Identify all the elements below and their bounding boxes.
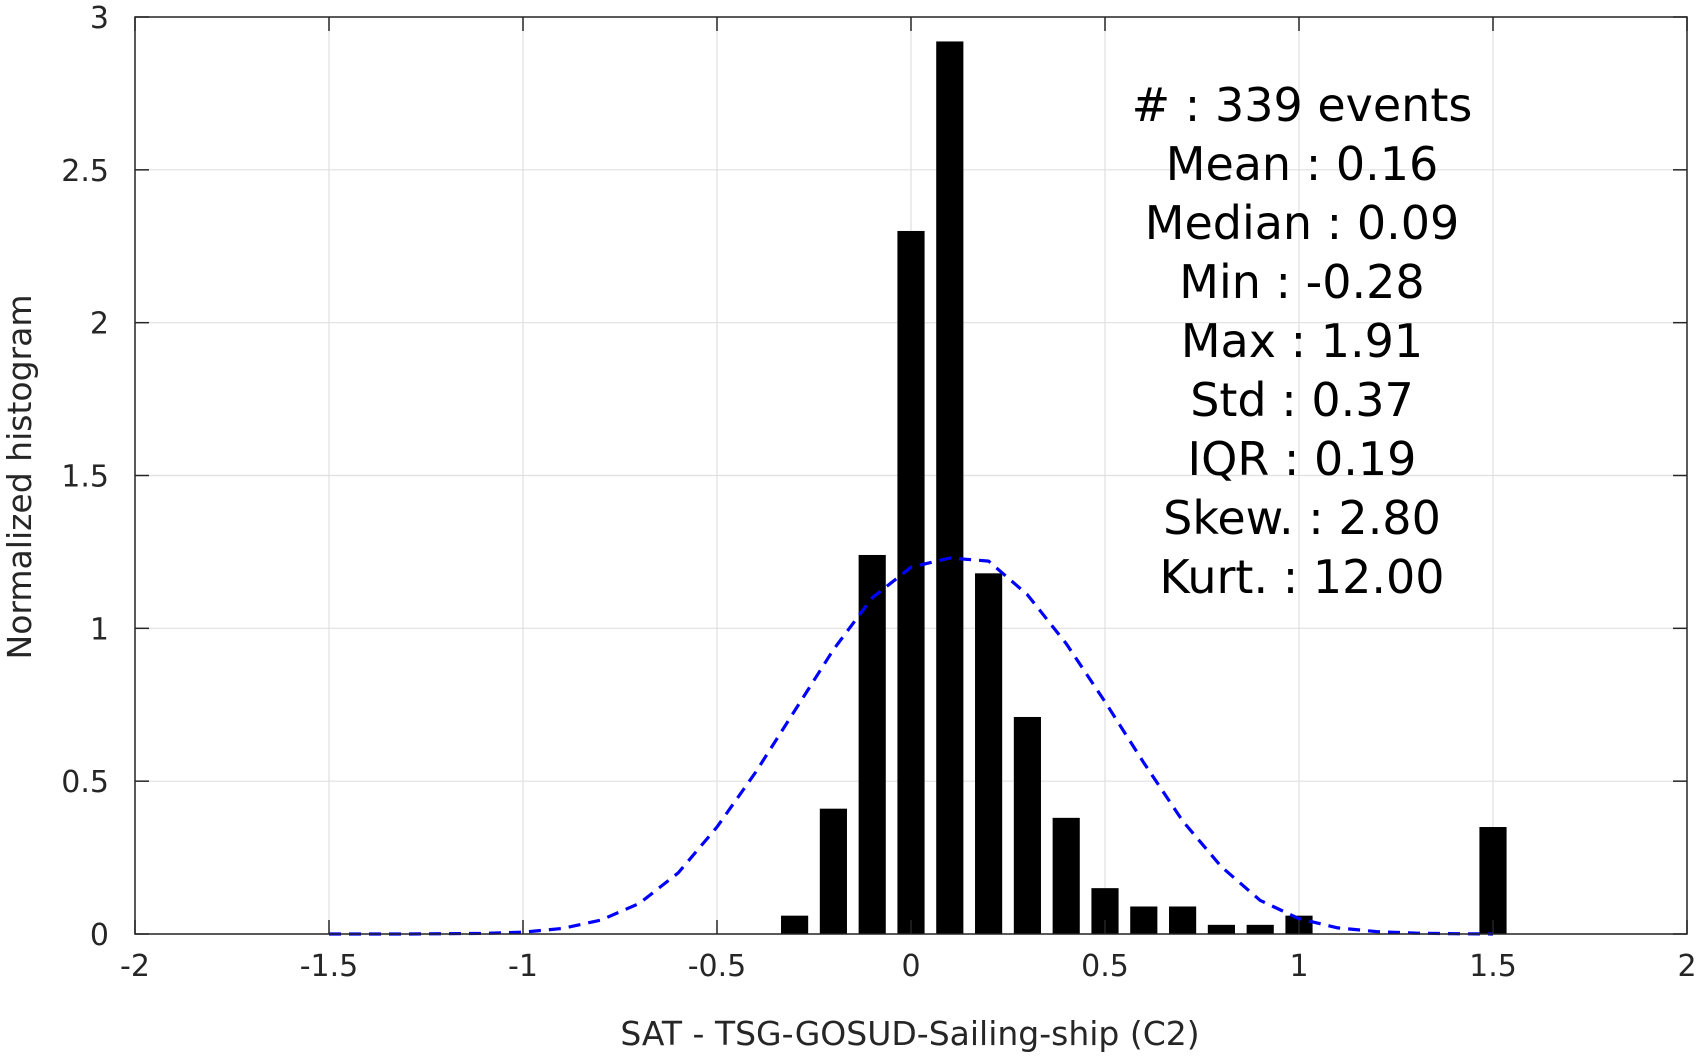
stat-line: Max : 1.91 xyxy=(1181,314,1423,368)
stat-line: Std : 0.37 xyxy=(1190,373,1414,427)
stat-label: # : xyxy=(1132,78,1215,132)
stat-label: Min : xyxy=(1179,255,1305,309)
stat-value: 2.80 xyxy=(1338,491,1440,545)
x-tick-label: 1 xyxy=(1289,949,1308,984)
histogram-bar xyxy=(897,230,925,934)
stat-label: Kurt. : xyxy=(1159,550,1312,604)
x-tick-label: 2 xyxy=(1677,949,1696,984)
stat-value: 1.91 xyxy=(1321,314,1423,368)
stat-label: Max : xyxy=(1181,314,1321,368)
stat-line: Kurt. : 12.00 xyxy=(1159,550,1444,604)
stat-label: Median : xyxy=(1145,196,1357,250)
labels-layer: SAT - TSG-GOSUD-Sailing-ship (C2) Normal… xyxy=(0,295,1200,1053)
x-axis-label: SAT - TSG-GOSUD-Sailing-ship (C2) xyxy=(620,1014,1199,1053)
x-tick-label: -0.5 xyxy=(688,949,747,984)
stat-line: Mean : 0.16 xyxy=(1166,137,1439,191)
y-tick-label: 2 xyxy=(90,307,109,342)
histogram-bar xyxy=(858,554,886,934)
y-tick-label: 2.5 xyxy=(61,154,109,189)
histogram-bar xyxy=(1479,827,1507,934)
y-tick-label: 3 xyxy=(90,1,109,36)
histogram-bar xyxy=(1013,716,1041,934)
stat-line: IQR : 0.19 xyxy=(1188,432,1417,486)
stat-value: 0.09 xyxy=(1357,196,1459,250)
normal-fit-curve xyxy=(329,556,1494,936)
histogram-bar xyxy=(1246,924,1274,934)
y-tick-label: 1 xyxy=(90,612,109,647)
stat-label: IQR : xyxy=(1188,432,1314,486)
stat-value: 0.19 xyxy=(1314,432,1416,486)
stat-value: -0.28 xyxy=(1306,255,1425,309)
stat-value: 12.00 xyxy=(1313,550,1445,604)
ticks-layer: -2 -1.5 -1 -0.5 0 0.5 1 1.5 2 0 0.5 1 1.5 2 2.5 3 xyxy=(61,1,1696,984)
x-tick-label: -1.5 xyxy=(300,949,359,984)
x-tick-label: 0 xyxy=(901,949,920,984)
y-tick-label: 1.5 xyxy=(61,460,109,495)
histogram-bar xyxy=(781,915,809,934)
histogram-bar xyxy=(1130,906,1158,934)
stat-value: 0.37 xyxy=(1311,373,1413,427)
bars-layer xyxy=(781,41,1507,935)
y-axis-label: Normalized histogram xyxy=(0,295,39,660)
stat-label: Mean : xyxy=(1166,137,1336,191)
y-tick-label: 0.5 xyxy=(61,765,109,800)
x-tick-label: 1.5 xyxy=(1469,949,1517,984)
x-tick-label: 0.5 xyxy=(1081,949,1129,984)
histogram-bar xyxy=(819,808,847,934)
stat-line: Median : 0.09 xyxy=(1145,196,1459,250)
stat-value: 0.16 xyxy=(1336,137,1438,191)
stat-label: Skew. : xyxy=(1163,491,1338,545)
histogram-bar xyxy=(1207,924,1235,934)
histogram-bar xyxy=(936,41,964,935)
x-tick-label: -2 xyxy=(120,949,150,984)
stat-line: Min : -0.28 xyxy=(1179,255,1424,309)
x-tick-label: -1 xyxy=(508,949,538,984)
histogram-bar xyxy=(975,573,1003,934)
stat-label: Std : xyxy=(1190,373,1311,427)
stat-value: 339 events xyxy=(1215,78,1472,132)
histogram-bar xyxy=(1052,817,1080,934)
stat-line: Skew. : 2.80 xyxy=(1163,491,1441,545)
histogram-bar xyxy=(1169,906,1197,934)
y-tick-label: 0 xyxy=(90,918,109,953)
stat-line: # : 339 events xyxy=(1132,78,1473,132)
curve-layer xyxy=(329,556,1494,936)
